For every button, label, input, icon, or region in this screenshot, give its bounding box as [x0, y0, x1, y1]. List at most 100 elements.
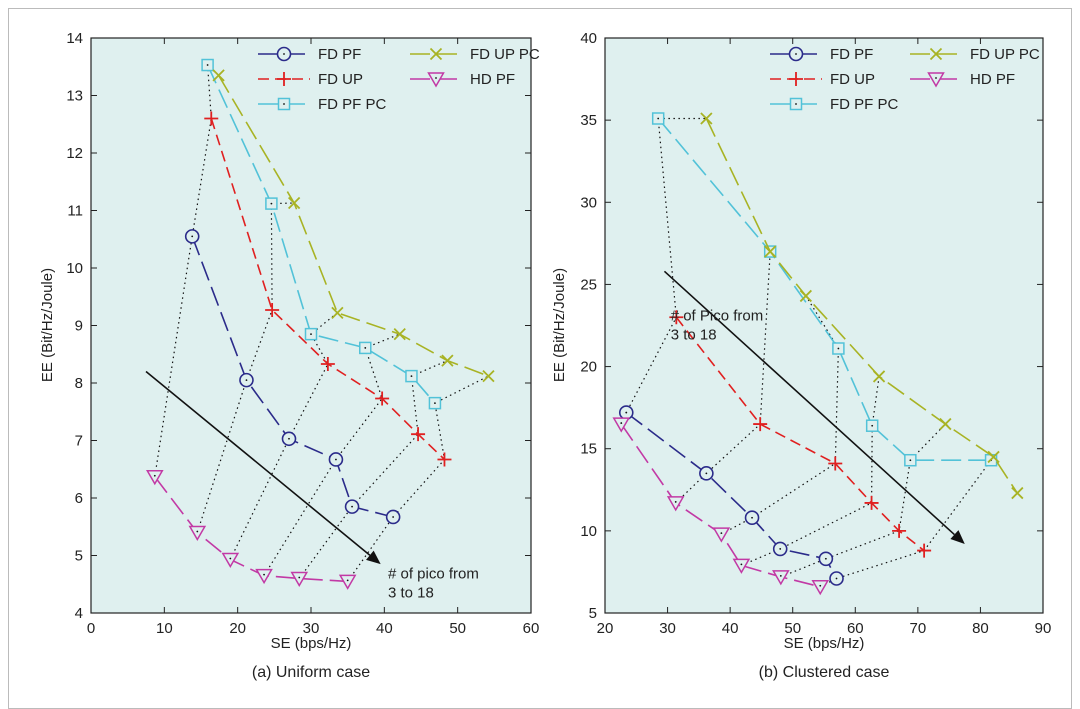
- series-hd-pf: [612, 417, 830, 596]
- y-tick-label: 15: [580, 441, 597, 458]
- marker-center-dot: [720, 532, 723, 535]
- marker-center-dot: [288, 437, 290, 440]
- data-point-fd-up: [437, 452, 452, 467]
- legend-marker: [277, 72, 291, 86]
- series-fd-pf: [618, 405, 844, 586]
- y-tick-label: 7: [75, 433, 83, 450]
- data-point-fd-up-pc: [212, 69, 225, 82]
- series-fd-pf-pc: [201, 58, 442, 410]
- y-ticks-uniform: 4 5 6 7 8 9 10 11 12 13 14: [66, 30, 531, 622]
- legend-marker: [927, 72, 945, 88]
- legend-marker: [789, 72, 803, 86]
- marker-center-dot: [657, 117, 660, 120]
- annotation-arrow: [663, 270, 955, 536]
- legend-label: FD PF PC: [318, 96, 387, 113]
- data-point-fd-up: [375, 391, 390, 406]
- data-point-hd-pf: [772, 570, 790, 586]
- data-point-fd-up: [669, 310, 684, 325]
- x-tick-label: 0: [87, 620, 95, 637]
- marker-center-dot: [674, 501, 677, 503]
- data-point-fd-up: [320, 357, 335, 372]
- legend-label: HD PF: [970, 71, 1015, 88]
- legend-marker: [427, 72, 445, 88]
- data-point-hd-pf: [290, 571, 309, 588]
- marker-center-dot: [434, 402, 436, 405]
- y-tick-label: 10: [580, 523, 597, 540]
- annotation-text-line2: 3 to 18: [671, 327, 717, 344]
- y-tick-label: 35: [580, 112, 597, 129]
- data-point-fd-up: [411, 427, 426, 442]
- x-tick-label: 40: [722, 620, 739, 637]
- data-point-fd-up-pc: [393, 327, 406, 341]
- y-tick-label: 6: [75, 490, 83, 507]
- y-tick-label: 20: [580, 359, 597, 376]
- data-point-hd-pf: [732, 558, 751, 574]
- marker-center-dot: [351, 505, 353, 508]
- data-point-fd-up: [892, 523, 907, 538]
- legend-entry-fd-up-pc: FD UP PC: [410, 46, 540, 63]
- data-point-fd-up: [828, 456, 843, 471]
- marker-center-dot: [298, 576, 301, 579]
- data-point-hd-pf: [255, 568, 273, 585]
- y-tick-label: 8: [75, 375, 83, 392]
- series-line-fd-pf-pc: [657, 117, 992, 461]
- legend-entry-fd-pf: FD PF: [770, 46, 873, 63]
- marker-center-dot: [705, 472, 708, 475]
- series-line-fd-up-pc: [217, 74, 489, 377]
- x-axis-label: SE (bps/Hz): [271, 635, 352, 652]
- marker-center-dot: [819, 584, 822, 587]
- series-hd-pf: [146, 469, 357, 590]
- data-point-fd-up: [864, 495, 879, 510]
- annotation-text-line1: # of Pico from: [671, 308, 764, 325]
- series-line-fd-up: [675, 316, 925, 552]
- annotation-arrow: [145, 370, 371, 556]
- y-tick-label: 13: [66, 88, 83, 105]
- series-fd-up: [204, 111, 452, 467]
- legend-entry-fd-up: FD UP: [770, 71, 875, 88]
- annotation-arrowhead: [366, 550, 381, 565]
- series-group-uniform: [146, 58, 495, 590]
- x-ticks-uniform: 0 10 20 30 40 50 60: [87, 38, 539, 637]
- x-tick-label: 20: [597, 620, 614, 637]
- series-fd-up: [669, 310, 932, 558]
- series-group-clustered: [612, 112, 1024, 596]
- marker-center-dot: [751, 516, 753, 519]
- series-line-fd-up: [210, 118, 446, 461]
- series-line-hd-pf: [154, 476, 348, 583]
- series-line-hd-pf: [620, 423, 821, 588]
- series-fd-pf: [184, 229, 401, 525]
- data-point-hd-pf: [612, 417, 631, 433]
- marker-center-dot: [795, 103, 797, 105]
- plot-area-uniform: [90, 37, 532, 614]
- marker-center-dot: [909, 459, 912, 462]
- marker-center-dot: [191, 235, 194, 238]
- marker-center-dot: [625, 411, 628, 414]
- legend-entry-fd-pf-pc: FD PF PC: [258, 96, 387, 113]
- data-point-hd-pf: [811, 579, 830, 596]
- data-point-fd-up-pc: [700, 112, 713, 125]
- data-point-hd-pf: [146, 469, 164, 486]
- series-fd-pf-pc: [651, 112, 998, 467]
- legend-entry-hd-pf: HD PF: [410, 71, 515, 88]
- data-point-fd-up-pc: [872, 370, 886, 383]
- marker-center-dot: [620, 422, 623, 424]
- data-point-fd-up-pc: [987, 450, 1000, 464]
- data-point-hd-pf: [188, 525, 207, 542]
- y-tick-label: 14: [66, 30, 83, 47]
- marker-center-dot: [196, 530, 199, 533]
- y-tick-label: 12: [66, 145, 83, 162]
- data-point-fd-up-pc: [287, 196, 301, 210]
- marker-center-dot: [835, 577, 838, 580]
- data-point-fd-up: [204, 111, 219, 126]
- data-point-fd-up-pc: [939, 417, 952, 431]
- marker-center-dot: [206, 64, 209, 66]
- y-tick-label: 11: [67, 203, 83, 220]
- y-tick-label: 40: [580, 30, 597, 47]
- caption-clustered: (b) Clustered case: [759, 664, 890, 681]
- marker-center-dot: [153, 474, 156, 477]
- legend-label: FD PF: [318, 46, 361, 63]
- legend-entry-fd-up-pc: FD UP PC: [910, 46, 1040, 63]
- x-tick-label: 70: [910, 620, 927, 637]
- data-point-fd-up-pc: [1011, 486, 1024, 500]
- marker-center-dot: [410, 375, 413, 377]
